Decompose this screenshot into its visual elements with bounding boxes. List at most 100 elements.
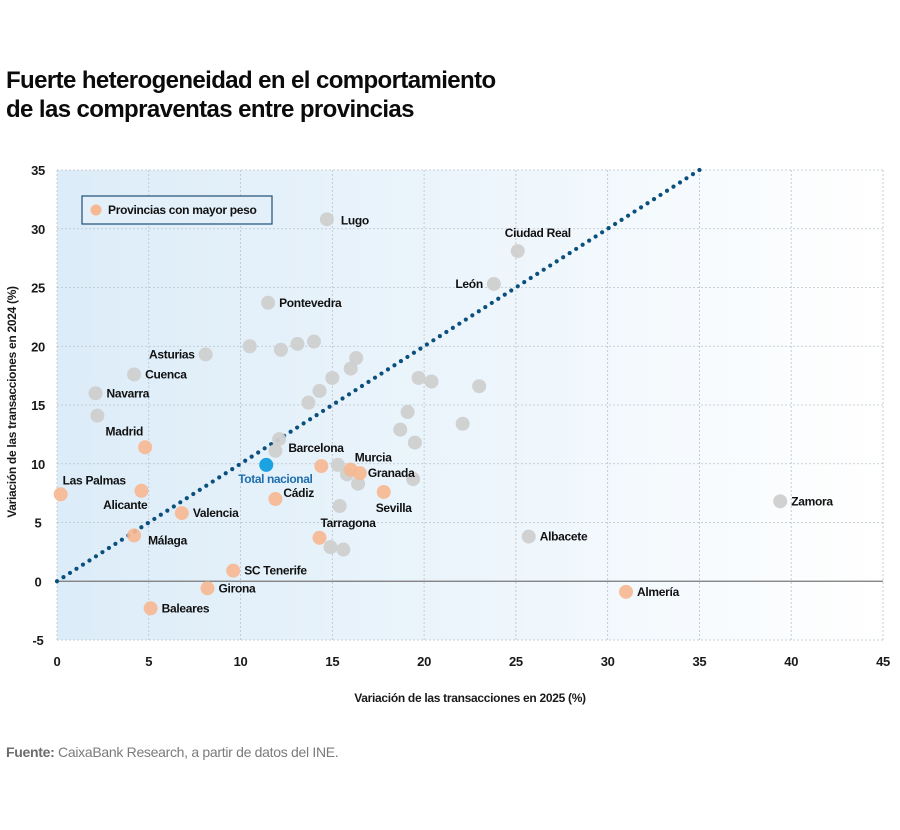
point-label: Las Palmas: [63, 473, 127, 487]
diagonal-dot: [398, 358, 404, 364]
diagonal-dot: [320, 408, 326, 414]
highlight-point-cádiz: [268, 492, 283, 506]
diagonal-dot: [61, 574, 66, 580]
highlight-point-las-palmas: [53, 487, 68, 502]
diagonal-dot: [489, 300, 494, 306]
diagonal-dot: [372, 375, 378, 380]
diagonal-dot: [346, 392, 352, 397]
point-label: Lugo: [341, 213, 369, 227]
province-point-pontevedra: [261, 295, 276, 310]
y-tick-label: 20: [31, 339, 45, 354]
diagonal-dot: [502, 292, 507, 297]
diagonal-dot: [567, 250, 572, 256]
province-point-ciudad-real: [510, 244, 525, 259]
y-axis-label: Variación de las transacciones en 2024 (…: [5, 286, 19, 518]
point-label: Alicante: [103, 498, 148, 512]
province-point-asturias: [198, 347, 213, 362]
diagonal-dot: [418, 346, 423, 351]
province-point-zamora: [773, 494, 788, 509]
diagonal-dot: [74, 566, 79, 571]
diagonal-dot: [288, 429, 293, 434]
diagonal-dot: [100, 550, 105, 555]
diagonal-dot: [509, 288, 514, 293]
x-axis-label: Variación de las transacciones en 2025 (…: [354, 691, 586, 705]
province-point: [407, 435, 422, 450]
diagonal-dot: [424, 342, 429, 347]
diagonal-dot: [204, 483, 209, 488]
highlight-point-granada: [352, 466, 367, 481]
diagonal-dot: [54, 579, 60, 584]
point-label: Girona: [219, 581, 256, 595]
diagonal-dot: [671, 184, 676, 189]
province-point: [323, 540, 338, 555]
province-point: [411, 370, 426, 385]
diagonal-dot: [638, 205, 644, 210]
diagonal-dot: [165, 508, 170, 513]
diagonal-dot: [236, 462, 241, 468]
diagonal-dot: [405, 354, 410, 360]
y-tick-label: 25: [31, 281, 45, 296]
province-point: [325, 370, 340, 385]
diagonal-dot: [243, 458, 248, 463]
x-tick-label: 25: [509, 654, 523, 669]
x-tick-label: 45: [876, 654, 890, 669]
diagonal-dot: [93, 554, 99, 559]
diagonal-dot: [483, 304, 488, 310]
y-tick-label: 10: [31, 457, 45, 472]
diagonal-dot: [392, 363, 397, 368]
total-point-total-nacional: [259, 457, 274, 472]
legend-label: Provincias con mayor peso: [108, 203, 257, 217]
diagonal-dot: [327, 404, 332, 409]
source-label: Fuente:: [6, 744, 55, 760]
province-point-cuenca: [127, 367, 142, 382]
point-label: Cádiz: [283, 486, 314, 500]
chart-title-line-1: Fuerte heterogeneidad en el comportamien…: [6, 67, 496, 94]
y-tick-label: 30: [31, 222, 45, 237]
legend-swatch-highlight: [90, 204, 102, 216]
diagonal-dot: [197, 487, 202, 492]
province-point: [290, 336, 305, 351]
diagonal-dot: [230, 466, 235, 472]
x-tick-label: 20: [417, 654, 431, 669]
y-tick-label: 5: [35, 516, 42, 531]
diagonal-dot: [210, 479, 215, 484]
diagonal-dot: [184, 496, 189, 501]
point-label: Ciudad Real: [505, 226, 571, 240]
province-point: [312, 383, 327, 398]
highlight-point-sevilla: [376, 484, 391, 499]
diagonal-dot: [593, 234, 598, 239]
province-point: [268, 443, 283, 458]
point-label: Madrid: [106, 424, 144, 438]
diagonal-dot: [178, 500, 183, 505]
diagonal-dot: [535, 271, 540, 276]
point-label: Asturias: [149, 347, 195, 361]
diagonal-dot: [340, 396, 345, 401]
diagonal-dot: [515, 284, 520, 289]
province-point-albacete: [521, 529, 536, 544]
diagonal-dot: [366, 379, 371, 384]
diagonal-dot: [580, 242, 585, 247]
axis-ticks: 0 5 10 15 20 25 30 35 40 45 35 30 25 20 15 10 5 0 -5: [31, 163, 890, 669]
x-tick-label: 10: [234, 654, 248, 669]
source-note: Fuente: CaixaBank Research, a partir de …: [6, 744, 339, 760]
y-tick-label: 15: [31, 398, 45, 413]
diagonal-dot: [301, 421, 306, 426]
diagonal-dot: [587, 238, 592, 243]
point-label: Tarragona: [320, 516, 376, 530]
diagonal-reference-line: [54, 167, 702, 584]
province-point: [472, 379, 487, 394]
province-point: [336, 542, 351, 557]
province-point: [351, 476, 366, 491]
diagonal-dot: [561, 255, 566, 260]
diagonal-dot: [249, 454, 254, 459]
diagonal-dot: [522, 280, 527, 285]
y-tick-label: -5: [33, 633, 44, 648]
province-point: [406, 472, 421, 487]
province-point-lugo: [319, 212, 334, 227]
x-tick-label: 30: [601, 654, 615, 669]
data-points: [53, 212, 788, 616]
diagonal-dot: [470, 313, 475, 318]
diagonal-dot: [158, 512, 163, 517]
diagonal-dot: [106, 545, 112, 551]
